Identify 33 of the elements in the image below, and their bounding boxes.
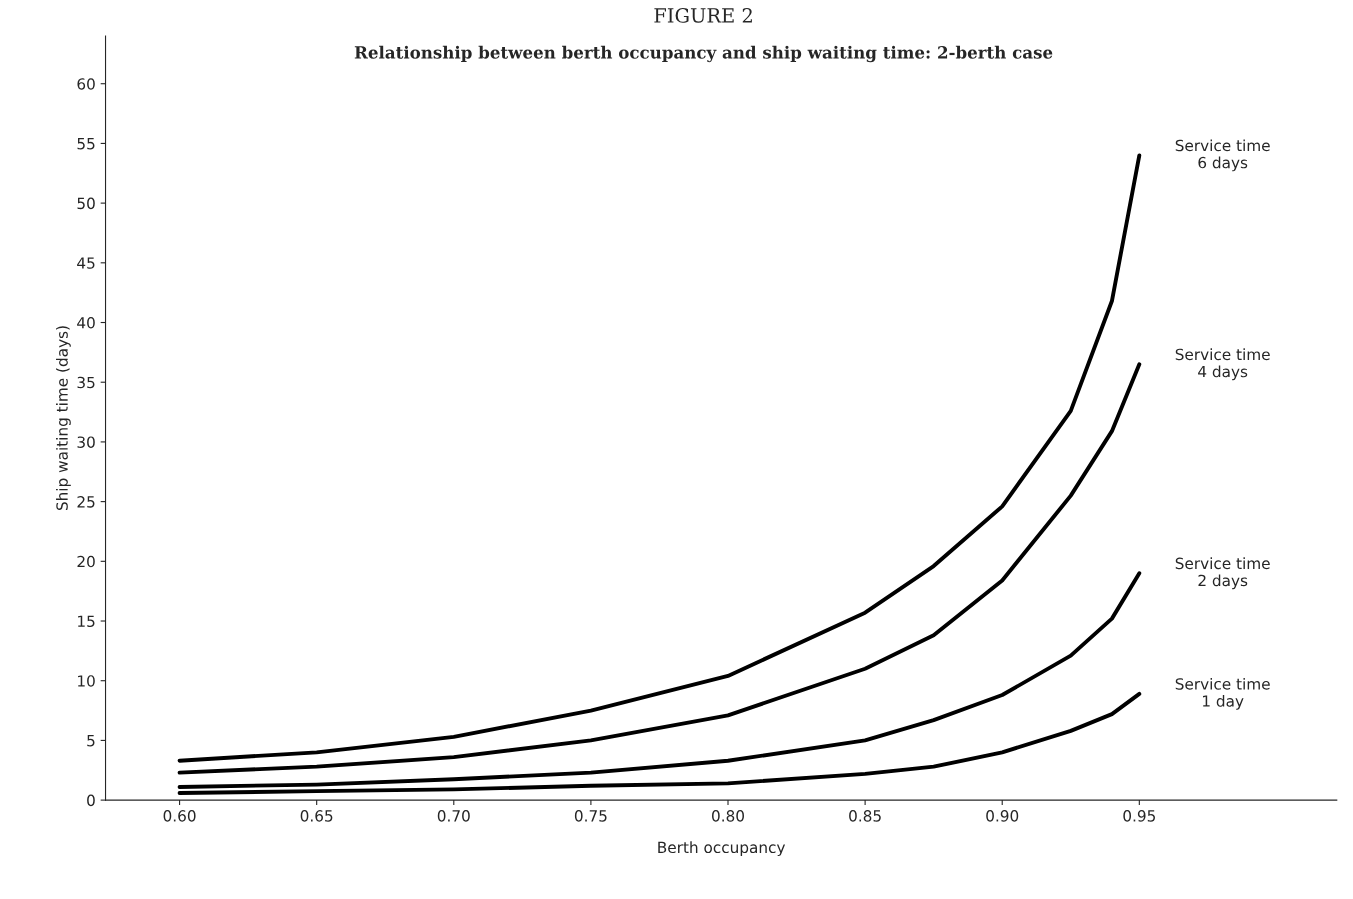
x-tick-label: 0.70	[437, 810, 470, 822]
x-tick-label: 0.75	[574, 810, 607, 822]
text: Service time 6 days	[1175, 139, 1270, 172]
y-tick-label: 55	[77, 138, 95, 150]
y-tick-label: 25	[77, 496, 95, 508]
y-tick-label: 30	[77, 436, 95, 448]
line-series	[177, 362, 1142, 775]
x-tick-label: 0.65	[300, 810, 333, 822]
y-tick-label: 0	[87, 794, 95, 807]
x-axis-title: Berth occupancy	[658, 841, 786, 857]
text: Service time 4 days	[1175, 348, 1270, 381]
x-tick-label: 0.95	[1123, 810, 1155, 822]
y-tick-label: 45	[77, 257, 95, 269]
y-tick-label: 20	[77, 555, 95, 568]
text: Service time 1 day	[1175, 677, 1270, 710]
y-tick-label: 40	[77, 316, 95, 329]
y-tick-label: 15	[78, 615, 95, 628]
text: Service time 2 days	[1175, 557, 1270, 590]
x-tick-label: 0.60	[163, 810, 196, 822]
x-tick-label: 0.90	[986, 810, 1019, 822]
line-series	[177, 153, 1142, 763]
x-tick-label: 0.80	[712, 810, 744, 822]
line-series	[177, 571, 1142, 789]
text: Relationship between berth occupancy and ship waiting time: 2-berth case	[354, 45, 1053, 63]
line-series	[177, 691, 1142, 795]
chart-title: FIGURE 2	[654, 8, 752, 23]
x-tick-label: 0.85	[849, 810, 881, 822]
y-tick-label: 50	[77, 197, 95, 210]
y-axis-title: Ship waiting time (days)	[56, 326, 71, 511]
y-tick-label: 60	[77, 78, 95, 90]
y-tick-label: 5	[87, 735, 95, 747]
y-tick-label: 35	[77, 376, 95, 389]
y-tick-label: 10	[78, 675, 95, 687]
